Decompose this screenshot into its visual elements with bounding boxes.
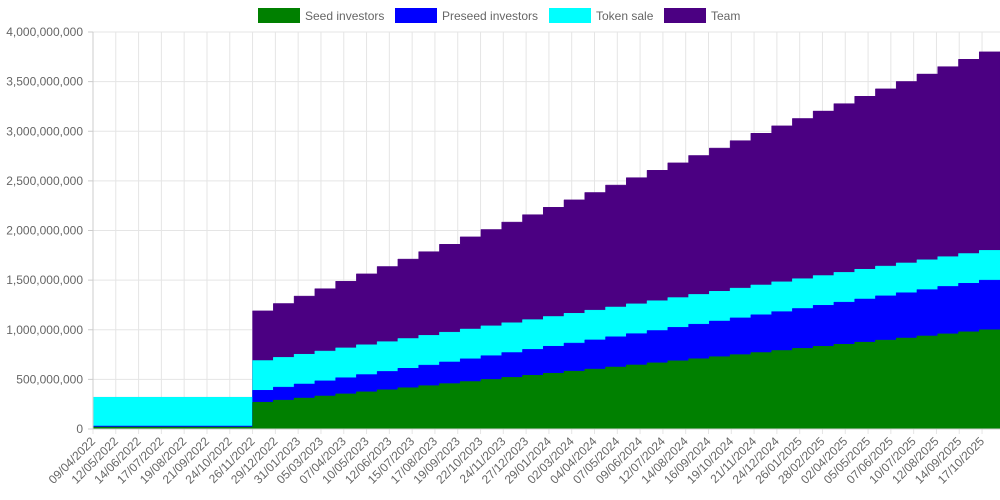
series-areas <box>92 51 1000 430</box>
legend-label: Preseed investors <box>442 9 538 23</box>
y-tick-label: 4,000,000,000 <box>6 25 83 39</box>
legend-swatch <box>549 8 591 23</box>
y-tick-label: 0 <box>76 422 83 436</box>
y-axis: 0 500,000,000 1,000,000,000 1,500,000,000 2,… <box>6 25 94 436</box>
y-tick-label: 3,000,000,000 <box>6 124 83 138</box>
legend-swatch <box>664 8 706 23</box>
legend-item-team[interactable]: Team <box>664 8 740 23</box>
legend-swatch <box>258 8 300 23</box>
y-tick-label: 2,500,000,000 <box>6 174 83 188</box>
y-tick-label: 3,500,000,000 <box>6 75 83 89</box>
legend-swatch <box>395 8 437 23</box>
legend-label: Token sale <box>596 9 654 23</box>
x-axis: 09/04/202212/05/202214/06/202217/07/2022… <box>46 428 1000 487</box>
legend-item-preseed-investors[interactable]: Preseed investors <box>395 8 538 23</box>
legend-label: Seed investors <box>305 9 384 23</box>
legend-item-seed-investors[interactable]: Seed investors <box>258 8 384 23</box>
legend-item-token-sale[interactable]: Token sale <box>549 8 654 23</box>
y-tick-label: 500,000,000 <box>16 372 83 386</box>
y-tick-label: 1,500,000,000 <box>6 273 83 287</box>
y-tick-label: 1,000,000,000 <box>6 323 83 337</box>
y-tick-label: 2,000,000,000 <box>6 224 83 238</box>
legend[interactable]: Seed investors Preseed investors Token sal… <box>258 8 740 23</box>
legend-label: Team <box>711 9 740 23</box>
